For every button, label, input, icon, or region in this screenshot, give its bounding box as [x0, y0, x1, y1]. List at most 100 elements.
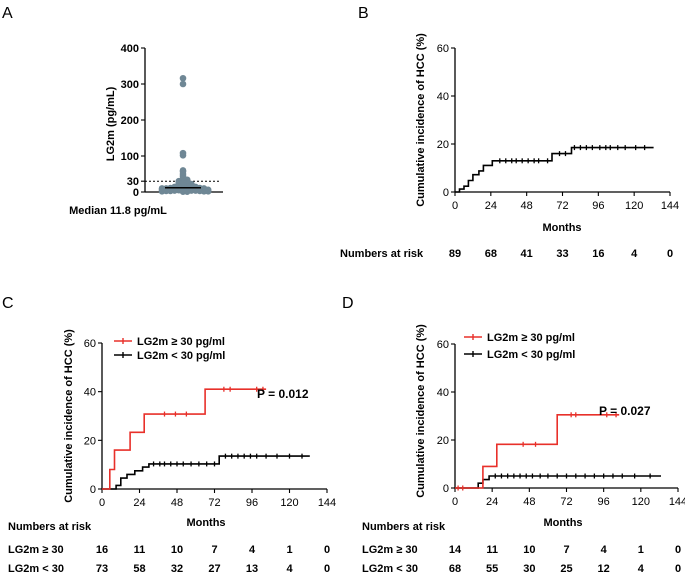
risk-low-value: 12 — [598, 563, 610, 575]
km-curve-high — [102, 388, 267, 490]
panel-d-risk-label: Numbers at risk — [362, 521, 446, 533]
panel-b-risk-label: Numbers at risk — [340, 248, 424, 260]
x-tick-label: 48 — [171, 497, 183, 509]
risk-low-value: 30 — [523, 563, 535, 575]
risk-high-value: 1 — [286, 544, 292, 556]
panel-a-y-title: LG2m (pg/mL) — [105, 86, 117, 161]
risk-high-value: 4 — [249, 544, 256, 556]
data-point — [179, 151, 187, 159]
data-point — [179, 80, 187, 88]
risk-low-value: 58 — [133, 563, 145, 575]
x-tick-label: 96 — [246, 497, 258, 509]
y-tick-label: 40 — [84, 387, 96, 399]
risk-low-value: 73 — [96, 563, 108, 575]
risk-high-value: 14 — [449, 544, 462, 556]
panel-b-risk-row: 89 68 41 33 16 4 0 — [449, 248, 673, 260]
risk-low-value: 13 — [246, 563, 258, 575]
panel-d-row-high-label: LG2m ≥ 30 — [362, 544, 418, 556]
panel-c-axes: 0 20 40 60 0 24 48 72 96 120 144 — [84, 338, 336, 509]
km-curve-high — [455, 414, 620, 489]
x-tick-label: 48 — [521, 200, 533, 212]
panel-a-caption: Median 11.8 pg/mL — [69, 205, 167, 217]
panel-b-curves — [455, 145, 654, 193]
x-tick-label: 144 — [318, 497, 336, 509]
panel-d-x-title: Months — [543, 517, 582, 529]
risk-high-value: 16 — [96, 544, 108, 556]
panel-b-y-title: Cumulative incidence of HCC (%) — [415, 33, 427, 207]
panel-d-risk-table: 14 11 10 7 4 1 068 55 30 25 12 4 0 — [449, 544, 681, 575]
x-tick-label: 120 — [280, 497, 298, 509]
x-tick-label: 24 — [485, 200, 497, 212]
panel-d-y-title: Cumulative incidence of HCC (%) — [415, 324, 427, 498]
panel-b: B Cumulative incidence of HCC (%) 020406… — [340, 5, 679, 260]
risk-low-value: 55 — [486, 563, 498, 575]
panel-d-curves — [455, 412, 661, 491]
y-tick-label: 60 — [437, 43, 449, 55]
panel-d-p-value: P = 0.027 — [599, 404, 651, 418]
x-tick-label: 72 — [560, 496, 572, 508]
panel-c-row-high-label: LG2m ≥ 30 — [8, 544, 64, 556]
risk-low-value: 68 — [449, 563, 461, 575]
panel-c-x-title: Months — [186, 517, 225, 529]
risk-high-value: 11 — [486, 544, 498, 556]
x-tick-label: 144 — [661, 200, 679, 212]
risk-value: 16 — [592, 248, 604, 260]
panel-d-axes: 0 20 40 60 0 24 48 72 96 120 144 — [437, 339, 685, 508]
x-tick-label: 144 — [669, 496, 685, 508]
risk-low-value: 25 — [560, 563, 572, 575]
risk-high-value: 4 — [601, 544, 608, 556]
risk-low-value: 0 — [324, 563, 330, 575]
x-tick-label: 48 — [523, 496, 535, 508]
panel-c-risk-table: 16 11 10 7 4 1 073 58 32 27 13 4 0 — [96, 544, 330, 575]
risk-low-value: 32 — [171, 563, 183, 575]
panel-a-scatter — [158, 74, 212, 195]
legend-high-label: LG2m ≥ 30 pg/ml — [137, 336, 225, 348]
panel-b-letter: B — [358, 5, 369, 22]
risk-value: 68 — [485, 248, 497, 260]
panel-a-letter: A — [2, 5, 13, 22]
legend-low-label: LG2m < 30 pg/ml — [487, 349, 575, 361]
x-tick-label: 0 — [452, 496, 458, 508]
x-tick-label: 0 — [452, 200, 458, 212]
y-tick-label: 0 — [443, 483, 449, 495]
y-tick-label: 60 — [437, 339, 449, 351]
km-curve-low — [455, 146, 654, 193]
x-tick-label: 120 — [625, 200, 643, 212]
x-tick-label: 24 — [486, 496, 498, 508]
panel-a-y-ticks: 030 100 200 300 400 — [121, 43, 223, 199]
risk-value: 33 — [556, 248, 568, 260]
risk-value: 4 — [631, 248, 638, 260]
data-point — [158, 187, 166, 195]
panel-c-letter: C — [2, 295, 14, 312]
risk-high-value: 10 — [171, 544, 183, 556]
panel-c-p-value: P = 0.012 — [257, 387, 309, 401]
x-tick-label: 72 — [556, 200, 568, 212]
y-tick-label: 300 — [121, 79, 139, 91]
y-tick-label: 0 — [90, 484, 96, 496]
km-curve-low — [102, 455, 310, 490]
x-tick-label: 24 — [133, 497, 145, 509]
panel-c-curves — [102, 386, 310, 490]
panel-d-legend: LG2m ≥ 30 pg/ml LG2m < 30 pg/ml — [464, 332, 575, 361]
data-point — [204, 187, 212, 195]
y-tick-label: 20 — [437, 139, 449, 151]
x-tick-label: 72 — [208, 497, 220, 509]
y-tick-label: 40 — [437, 91, 449, 103]
risk-high-value: 11 — [134, 544, 146, 556]
panel-b-x-title: Months — [542, 222, 581, 234]
risk-high-value: 0 — [324, 544, 330, 556]
risk-value: 41 — [521, 248, 533, 260]
legend-low-label: LG2m < 30 pg/ml — [137, 350, 225, 362]
risk-value: 0 — [667, 248, 673, 260]
panel-c-y-title: Cumulative incidence of HCC (%) — [63, 329, 75, 503]
panel-c-risk-label: Numbers at risk — [8, 521, 92, 533]
y-tick-label: 30 — [127, 176, 139, 188]
panel-c-row-low-label: LG2m < 30 — [8, 563, 64, 575]
panel-b-axes: 0 20 40 60 0 24 48 72 96 120 144 — [437, 43, 679, 212]
risk-high-value: 7 — [211, 544, 217, 556]
legend-high-label: LG2m ≥ 30 pg/ml — [487, 332, 575, 344]
risk-high-value: 10 — [523, 544, 535, 556]
y-tick-label: 20 — [437, 435, 449, 447]
panel-c-legend: LG2m ≥ 30 pg/ml LG2m < 30 pg/ml — [114, 336, 225, 362]
